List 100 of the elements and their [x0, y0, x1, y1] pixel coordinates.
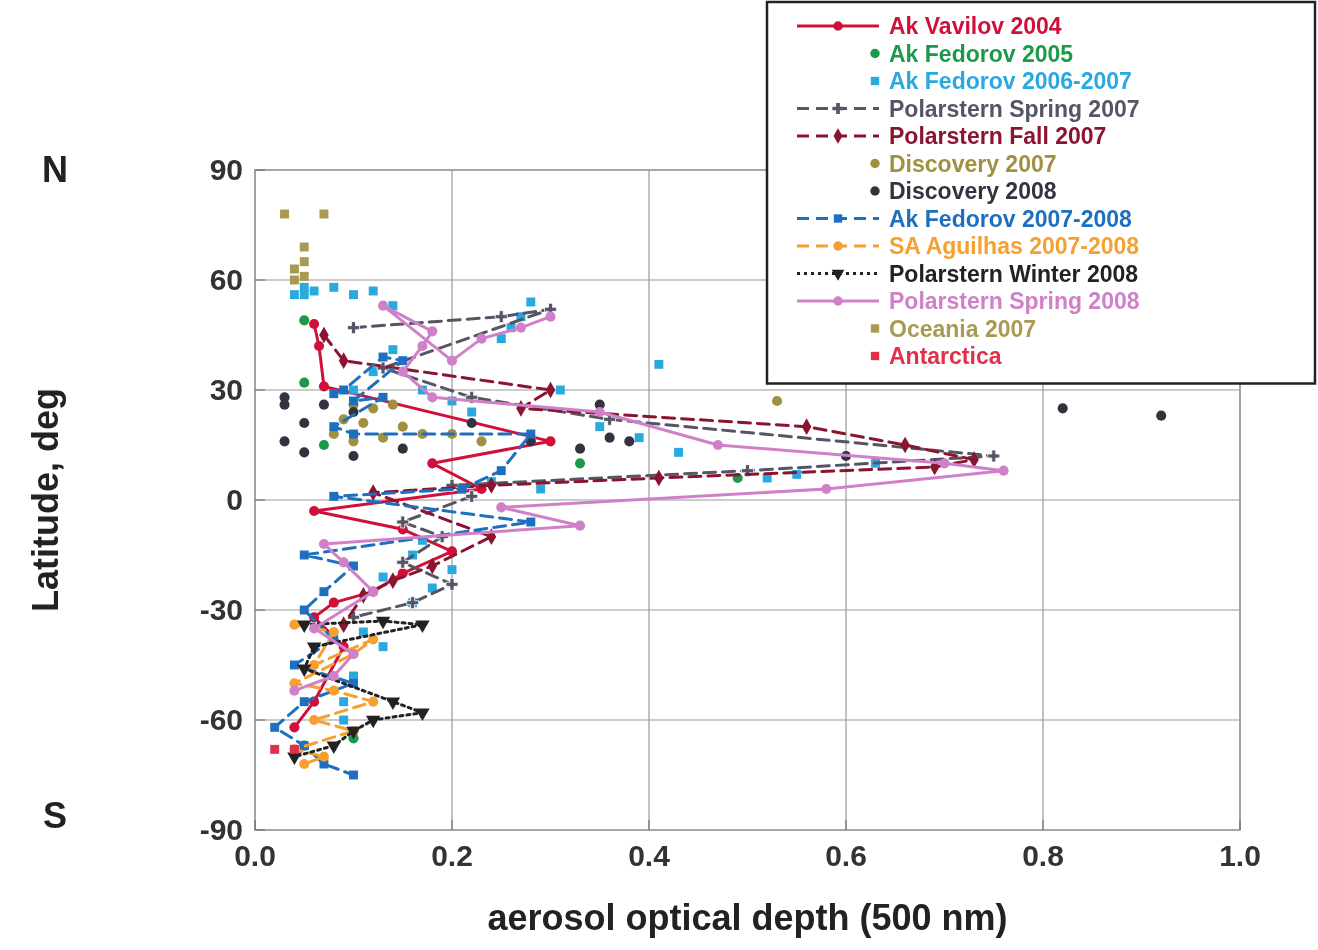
point — [279, 436, 290, 447]
point — [467, 407, 477, 417]
point — [299, 447, 310, 458]
point — [299, 417, 310, 429]
point — [339, 385, 349, 395]
point — [347, 321, 360, 335]
y-tick-label: 60 — [209, 263, 243, 296]
point — [387, 399, 398, 410]
point — [299, 271, 309, 281]
legend-label: Discovery 2007 — [889, 150, 1057, 177]
point — [476, 436, 487, 447]
point — [329, 282, 339, 292]
legend-label: Polarstern Spring 2008 — [889, 288, 1140, 314]
point — [494, 310, 508, 324]
point — [297, 664, 312, 677]
legend-label: Discovery 2008 — [889, 178, 1057, 204]
point — [329, 491, 339, 501]
point — [575, 520, 586, 531]
point — [318, 538, 329, 550]
point — [939, 458, 950, 469]
point — [349, 770, 358, 780]
point — [309, 318, 320, 330]
point — [445, 577, 459, 591]
point — [378, 642, 388, 652]
point — [545, 436, 556, 447]
y-tick-label: 0 — [226, 483, 243, 516]
point — [349, 396, 358, 406]
point — [299, 315, 310, 326]
point — [318, 439, 329, 451]
point — [536, 484, 546, 494]
point — [427, 458, 438, 469]
legend-label: Polarstern Fall 2007 — [889, 123, 1107, 149]
point — [397, 366, 408, 377]
legend-label: Ak Vavilov 2004 — [889, 13, 1062, 39]
point — [309, 286, 319, 296]
point — [821, 483, 832, 495]
legend-label: SA Aguilhas 2007-2008 — [889, 233, 1140, 259]
point — [427, 392, 438, 403]
point — [375, 616, 391, 630]
point — [415, 620, 430, 633]
point — [328, 670, 339, 682]
point — [299, 697, 309, 707]
point — [309, 659, 320, 671]
point — [415, 708, 430, 721]
point — [339, 697, 349, 707]
x-tick-label: 0.6 — [825, 839, 867, 872]
point — [338, 557, 349, 568]
point — [987, 449, 1001, 463]
point — [299, 257, 309, 267]
point — [339, 715, 349, 725]
point — [349, 429, 358, 439]
point — [289, 275, 299, 285]
point — [328, 685, 339, 696]
point — [378, 352, 388, 362]
point — [998, 465, 1009, 476]
point — [545, 311, 556, 322]
y-tick-label: 90 — [209, 153, 243, 186]
point — [378, 300, 389, 311]
point — [299, 758, 310, 770]
point — [299, 377, 310, 388]
legend-label: Polarstern Spring 2007 — [889, 95, 1140, 122]
point — [575, 458, 586, 469]
point — [575, 443, 586, 454]
point — [318, 381, 329, 392]
point — [289, 619, 300, 630]
point — [624, 436, 635, 447]
point — [299, 290, 309, 300]
point — [297, 620, 312, 633]
point — [326, 741, 342, 754]
point — [289, 290, 299, 300]
point — [289, 685, 300, 696]
y-tick-label: 30 — [209, 373, 243, 406]
point — [309, 505, 320, 517]
point — [368, 286, 378, 296]
point — [270, 722, 280, 732]
point — [313, 340, 325, 352]
point — [358, 417, 369, 429]
point — [299, 242, 309, 252]
point — [349, 290, 358, 300]
point — [466, 417, 477, 429]
point — [309, 623, 320, 634]
point — [397, 443, 408, 454]
point — [299, 550, 309, 560]
point — [378, 392, 388, 402]
point — [526, 297, 536, 307]
point — [396, 555, 410, 569]
text: S — [42, 795, 68, 836]
point — [496, 466, 506, 476]
point — [476, 333, 487, 344]
point — [712, 439, 723, 451]
legend-label: Polarstern Winter 2008 — [889, 260, 1139, 287]
text: N — [42, 149, 68, 190]
point — [348, 450, 359, 462]
legend-label: Ak Fedorov 2006-2007 — [889, 68, 1132, 94]
point — [515, 322, 526, 333]
point — [365, 715, 381, 729]
point — [270, 744, 280, 754]
legend-label: Ak Fedorov 2005 — [889, 40, 1074, 67]
point — [318, 751, 329, 762]
point — [328, 626, 339, 638]
